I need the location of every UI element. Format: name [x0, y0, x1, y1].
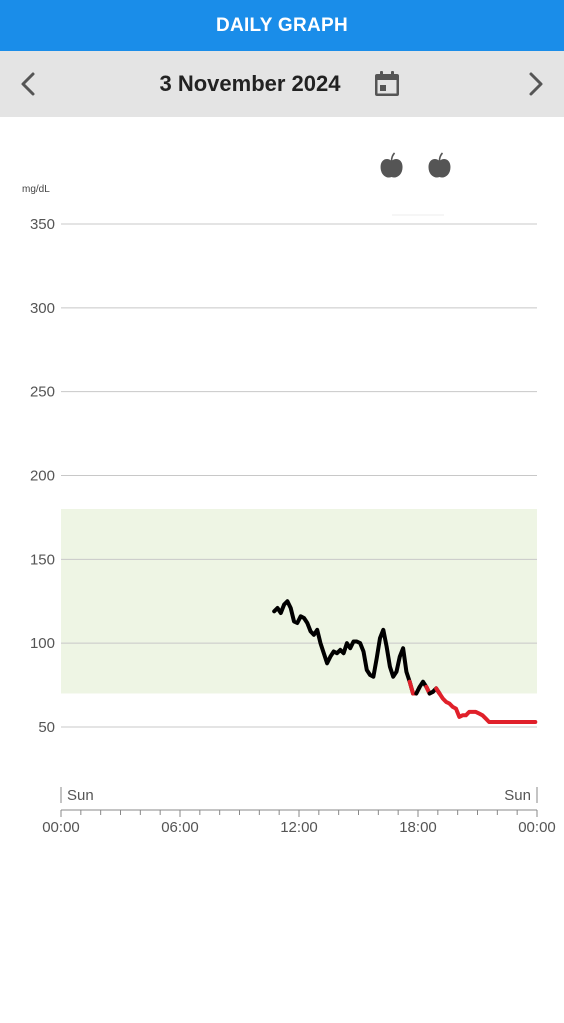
glucose-trace — [272, 599, 538, 724]
apple-stem — [390, 152, 396, 162]
daily-glucose-chart: mg/dL 350 300 250 200 150 100 50 00:00 06:00 12:… — [22, 152, 556, 836]
y-tick-label: 150 — [30, 551, 55, 568]
target-range-band — [61, 509, 537, 694]
y-tick-label: 250 — [30, 384, 55, 401]
apple-body — [428, 159, 451, 178]
y-tick-label: 100 — [30, 635, 55, 652]
apple-stem — [438, 152, 444, 162]
y-gridlines: 350 300 250 200 150 100 50 — [30, 216, 537, 736]
x-tick-label: 18:00 — [399, 819, 437, 836]
current-date: 3 November 2024 — [159, 71, 341, 96]
glucose-line-low — [434, 686, 538, 724]
x-tick-label: 00:00 — [518, 819, 556, 836]
meal-events — [380, 152, 451, 216]
apple-icon — [380, 152, 403, 178]
x-tick-label: 06:00 — [161, 819, 199, 836]
y-tick-label: 50 — [38, 719, 55, 736]
y-tick-label: 200 — [30, 468, 55, 485]
calendar-icon — [375, 71, 399, 96]
apple-icon — [428, 152, 451, 178]
glucose-line-normal — [272, 599, 415, 696]
calendar-button[interactable] — [372, 69, 402, 99]
page-title: DAILY GRAPH — [215, 14, 349, 36]
y-axis-unit-label: mg/dL — [22, 184, 50, 195]
day-label-end: Sun — [504, 787, 531, 804]
x-tick-label: 00:00 — [42, 819, 80, 836]
date-navigation-bar: 3 November 2024 — [0, 51, 564, 117]
x-tick-label: 12:00 — [280, 819, 318, 836]
chevron-right-icon — [529, 72, 543, 96]
apple-body — [380, 159, 403, 178]
y-tick-label: 350 — [30, 216, 55, 233]
next-day-button[interactable] — [508, 51, 564, 117]
y-tick-label: 300 — [30, 300, 55, 317]
day-label-start: Sun — [67, 787, 94, 804]
top-app-bar: DAILY GRAPH — [0, 0, 564, 51]
chevron-left-icon — [21, 72, 35, 96]
previous-day-button[interactable] — [0, 51, 56, 117]
x-axis: 00:00 06:00 12:00 18:00 00:00 Sun Sun — [42, 787, 556, 836]
